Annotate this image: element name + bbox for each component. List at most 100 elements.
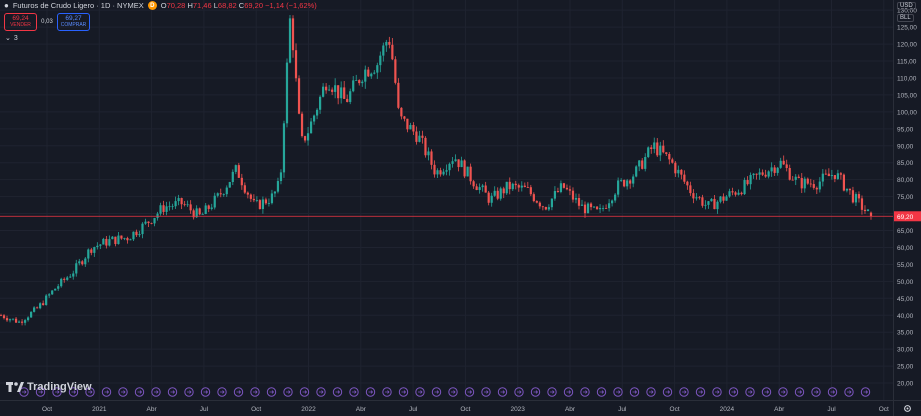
dividend-event-icon[interactable] [217,387,227,397]
candle-body [231,171,234,183]
dividend-event-icon[interactable] [250,387,260,397]
dividend-event-icon[interactable] [151,387,161,397]
candle-body [427,151,430,156]
dividend-event-icon[interactable] [52,387,62,397]
symbol-title[interactable]: Futuros de Crudo Ligero · 1D · NYMEX [12,1,144,10]
dividend-event-icon[interactable] [101,387,112,397]
candle-body [746,180,749,185]
dividend-event-icon[interactable] [266,387,277,397]
dividend-event-icon[interactable] [497,387,508,397]
dividend-event-icon[interactable] [761,387,772,397]
price-tick-label: 65,00 [897,228,914,235]
close-value: 69,20 [244,1,263,10]
candle-body [857,194,861,199]
candle-body [514,183,517,186]
dividend-event-icon[interactable] [415,387,425,397]
dividend-event-icon[interactable] [580,387,590,397]
candle-body [604,207,608,209]
dividend-event-icon[interactable] [349,387,359,397]
dividend-event-icon[interactable] [68,387,79,397]
candle-body [20,321,24,323]
candle-body [216,193,219,196]
dividend-event-icon[interactable] [200,387,211,397]
unit-selector[interactable]: BLL [897,14,914,22]
dividend-event-icon[interactable] [596,387,607,397]
dividend-event-icon[interactable] [728,387,739,397]
dividend-event-icon[interactable] [233,387,244,397]
candle-body [346,98,349,102]
dividend-event-icon[interactable] [794,387,805,397]
tradingview-logo[interactable]: TradingView [6,381,92,393]
candle-body [743,180,746,195]
gear-icon [904,405,911,412]
dividend-event-icon[interactable] [514,387,524,397]
sell-button[interactable]: 69,24 VENDER [4,13,37,31]
dividend-event-icon[interactable] [778,387,788,397]
dividend-event-icon[interactable] [382,387,392,397]
candle-body [33,307,36,312]
dividend-event-icon[interactable] [745,387,755,397]
symbol-icon: ● [4,1,9,10]
dividend-event-icon[interactable] [283,387,293,397]
delayed-data-icon[interactable]: D [147,1,157,10]
dividend-event-icon[interactable] [712,387,722,397]
dividend-event-icon[interactable] [299,387,310,397]
buy-button[interactable]: 69,27 COMPRAR [57,13,90,31]
candle-body [848,188,852,191]
dividend-event-icon[interactable] [613,387,623,397]
dividend-event-icon[interactable] [860,387,871,397]
dividend-event-icon[interactable] [827,387,838,397]
price-chart[interactable] [0,0,893,400]
indicators-toggle[interactable]: ⌄ 3 [5,34,18,43]
candle-body [30,311,33,318]
event-arrow [170,390,176,394]
dividend-event-icon[interactable] [118,387,128,397]
candle-body [183,204,186,206]
dividend-event-icon[interactable] [184,387,194,397]
dividend-event-icon[interactable] [35,387,46,397]
candle-body [270,193,274,204]
dividend-event-icon[interactable] [629,387,640,397]
dividend-event-icon[interactable] [167,387,178,397]
dividend-event-icon[interactable] [398,387,409,397]
dividend-event-icon[interactable] [316,387,326,397]
candle-body [544,206,547,210]
dividend-event-icon[interactable] [844,387,854,397]
settings-button[interactable] [893,400,921,416]
dividend-event-icon[interactable] [19,387,29,397]
dividend-event-icon[interactable] [695,387,706,397]
event-arrow [467,390,473,394]
candle-body [830,175,833,177]
price-tick-label: 90,00 [897,143,914,150]
dividend-event-icon[interactable] [563,387,574,397]
currency-selector[interactable]: USD [897,2,916,10]
dividend-event-icon[interactable] [662,387,673,397]
dividend-event-icon[interactable] [134,387,145,397]
dividend-event-icon[interactable] [530,387,541,397]
dividend-event-icon[interactable] [679,387,689,397]
dividend-event-icon[interactable] [448,387,458,397]
candle-body [388,41,391,45]
dividend-event-icon[interactable] [811,387,821,397]
dividend-event-icon[interactable] [332,387,343,397]
event-arrow [583,390,588,394]
event-arrow [566,390,572,394]
candle-body [355,80,358,81]
price-scale[interactable]: USD BLL 130,00 125,00 120,00 115,00 110,00 10… [893,0,921,400]
candle-body [499,188,502,199]
dividend-event-icon[interactable] [85,387,95,397]
candle-body [400,107,403,117]
candle-body [595,206,599,210]
dividend-event-icon[interactable] [464,387,475,397]
dividend-event-icon[interactable] [431,387,442,397]
dividend-event-icon[interactable] [365,387,376,397]
chart-area[interactable]: ● Futuros de Crudo Ligero · 1D · NYMEX D… [0,0,893,400]
dividend-event-icon[interactable] [481,387,491,397]
candle-body [592,206,596,208]
price-tick-label: 95,00 [897,126,914,133]
time-scale[interactable]: Oct 2021 Abr Jul Oct 2022 Abr Jul Oct 2023 Abr Jul O… [0,400,893,416]
dividend-event-icon[interactable] [646,387,656,397]
candle-body [517,185,520,188]
candle-body [8,319,12,321]
dividend-event-icon[interactable] [547,387,557,397]
